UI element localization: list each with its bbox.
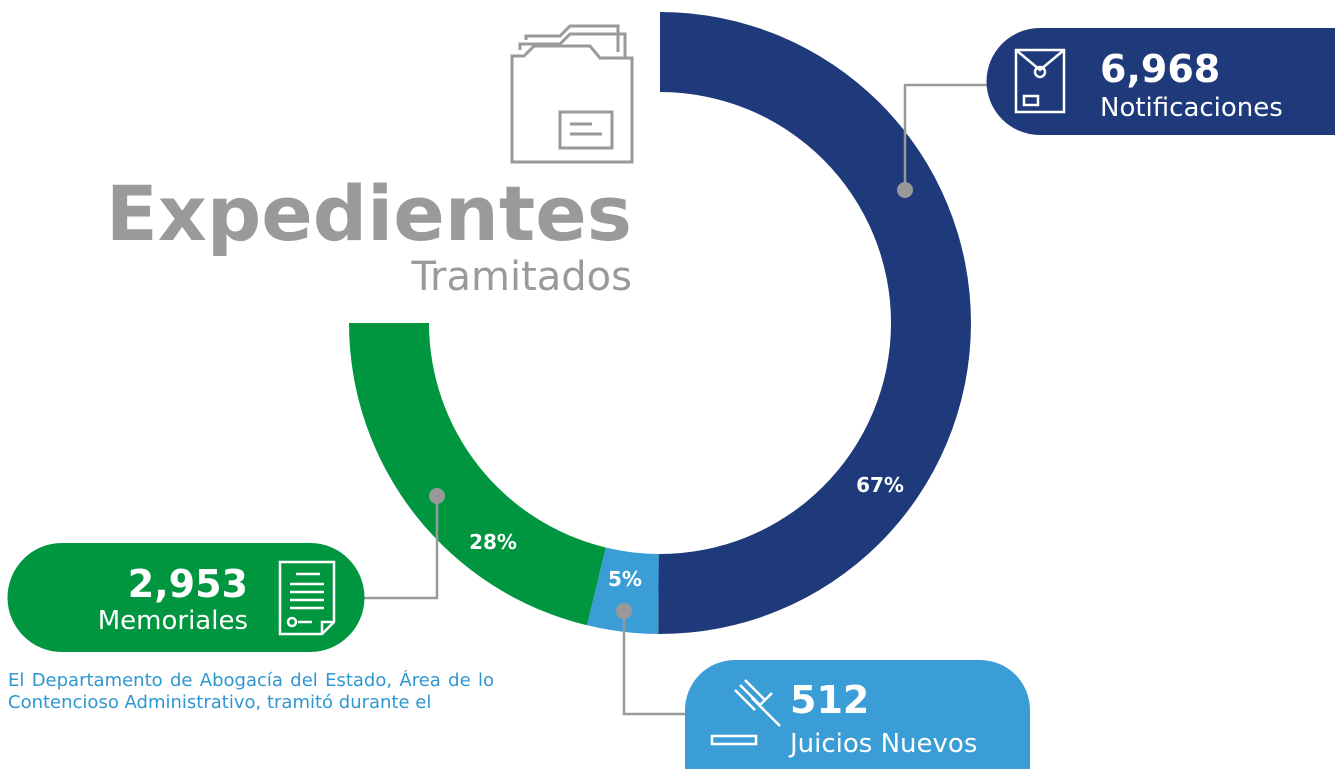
share-label: 28%: [469, 530, 517, 554]
title: Expedientes: [106, 169, 632, 258]
category-label: Memoriales: [98, 606, 248, 636]
category-label: Notificaciones: [1100, 93, 1283, 123]
subtitle: Tramitados: [411, 254, 633, 300]
connectors: [360, 83, 990, 716]
value-label: 512: [790, 678, 869, 722]
donut-segment: [658, 12, 971, 634]
envelope-icon: [1014, 48, 1066, 114]
share-label: 5%: [608, 567, 642, 591]
value-label: 6,968: [1100, 47, 1220, 91]
connector-dots: [429, 182, 913, 619]
share-label: 67%: [856, 473, 904, 497]
document-icon: [278, 560, 336, 636]
donut-segment: [586, 547, 659, 634]
callout-juicios: [685, 660, 1030, 769]
callout-notificaciones: [986, 28, 1335, 135]
folder-icon: [510, 24, 634, 164]
callout-memoriales: [7, 543, 365, 652]
value-label: 2,953: [128, 562, 248, 606]
donut-segment: [349, 323, 606, 626]
gavel-icon: [710, 679, 781, 746]
category-label: Juicios Nuevos: [788, 729, 977, 759]
body-text: El Departamento de Abogacía del Estado, …: [8, 670, 494, 713]
